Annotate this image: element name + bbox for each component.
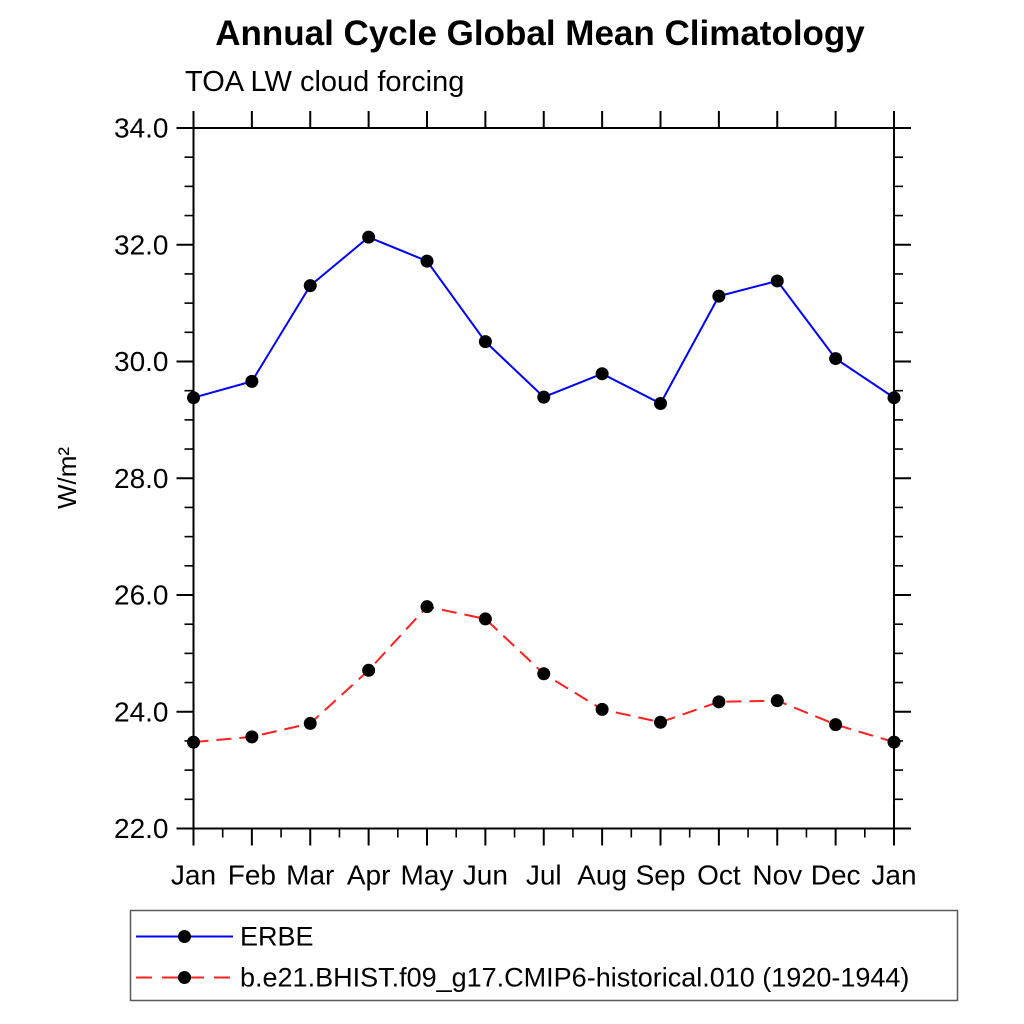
- series-0-marker: [187, 391, 200, 405]
- series-0-marker: [362, 230, 376, 244]
- plot-frame: [192, 127, 895, 830]
- series-0-marker: [654, 397, 667, 411]
- series-0-marker: [420, 254, 434, 268]
- series-1-marker: [362, 663, 376, 677]
- x-tick-label: Aug: [577, 860, 627, 891]
- series-0-marker: [595, 367, 609, 381]
- chart-title: Annual Cycle Global Mean Climatology: [215, 14, 865, 53]
- x-tick-label: Apr: [347, 860, 391, 891]
- legend-marker: [178, 971, 191, 984]
- series-1-marker: [654, 715, 667, 729]
- x-tick-label: Jan: [871, 860, 916, 891]
- series-1-marker: [595, 702, 609, 716]
- x-tick-label: Sep: [636, 860, 686, 891]
- y-tick-label: 26.0: [114, 580, 169, 611]
- series-0-marker: [245, 374, 259, 388]
- y-tick-label: 28.0: [114, 463, 169, 494]
- series-0-marker: [712, 289, 726, 303]
- series-1-marker: [887, 735, 901, 749]
- y-tick-label: 22.0: [114, 813, 169, 844]
- x-tick-label: Dec: [811, 860, 861, 891]
- series-0-marker: [478, 335, 492, 349]
- plot-area: 22.0 24.0 26.0 28.0 30.0 32.0 34.0 Jan Feb Mar Apr…: [114, 111, 917, 891]
- series-0-marker: [887, 391, 901, 405]
- series-1-marker: [303, 716, 317, 730]
- x-tick-label: Oct: [697, 860, 741, 891]
- y-tick-label: 30.0: [114, 346, 169, 377]
- x-tick-label: Feb: [228, 860, 276, 891]
- series-1-marker: [478, 612, 492, 626]
- x-tick-label: Mar: [286, 860, 334, 891]
- series-1-marker: [187, 735, 200, 749]
- series-1-marker: [770, 694, 784, 708]
- x-tick-label: Jan: [171, 860, 216, 891]
- series-1-marker: [712, 695, 726, 709]
- y-tick-label: 24.0: [114, 696, 169, 727]
- chart-subtitle: TOA LW cloud forcing: [185, 66, 464, 98]
- series-0-marker: [829, 352, 843, 366]
- series-0-marker: [537, 390, 551, 404]
- x-tick-label: May: [401, 860, 454, 891]
- legend-label: ERBE: [240, 922, 314, 952]
- legend-box: [129, 909, 959, 1002]
- series-1-marker: [537, 667, 551, 681]
- legend-marker: [178, 930, 191, 943]
- x-tick-label: Jun: [463, 860, 508, 891]
- y-tick-label: 34.0: [114, 113, 169, 144]
- y-tick-label: 32.0: [114, 229, 169, 260]
- x-tick-label: Nov: [752, 860, 802, 891]
- series-0-marker: [770, 274, 784, 288]
- y-axis-label: W/m²: [52, 447, 82, 509]
- x-tick-label: Jul: [526, 860, 562, 891]
- legend: ERBE b.e21.BHIST.f09_g17.CMIP6-historical…: [129, 909, 959, 1002]
- series-0-marker: [303, 279, 317, 293]
- series-1-marker: [420, 600, 434, 614]
- series-0-line: [193, 236, 895, 405]
- legend-label: b.e21.BHIST.f09_g17.CMIP6-historical.010…: [240, 963, 909, 993]
- series-1-marker: [245, 730, 259, 744]
- series-1-marker: [829, 718, 843, 732]
